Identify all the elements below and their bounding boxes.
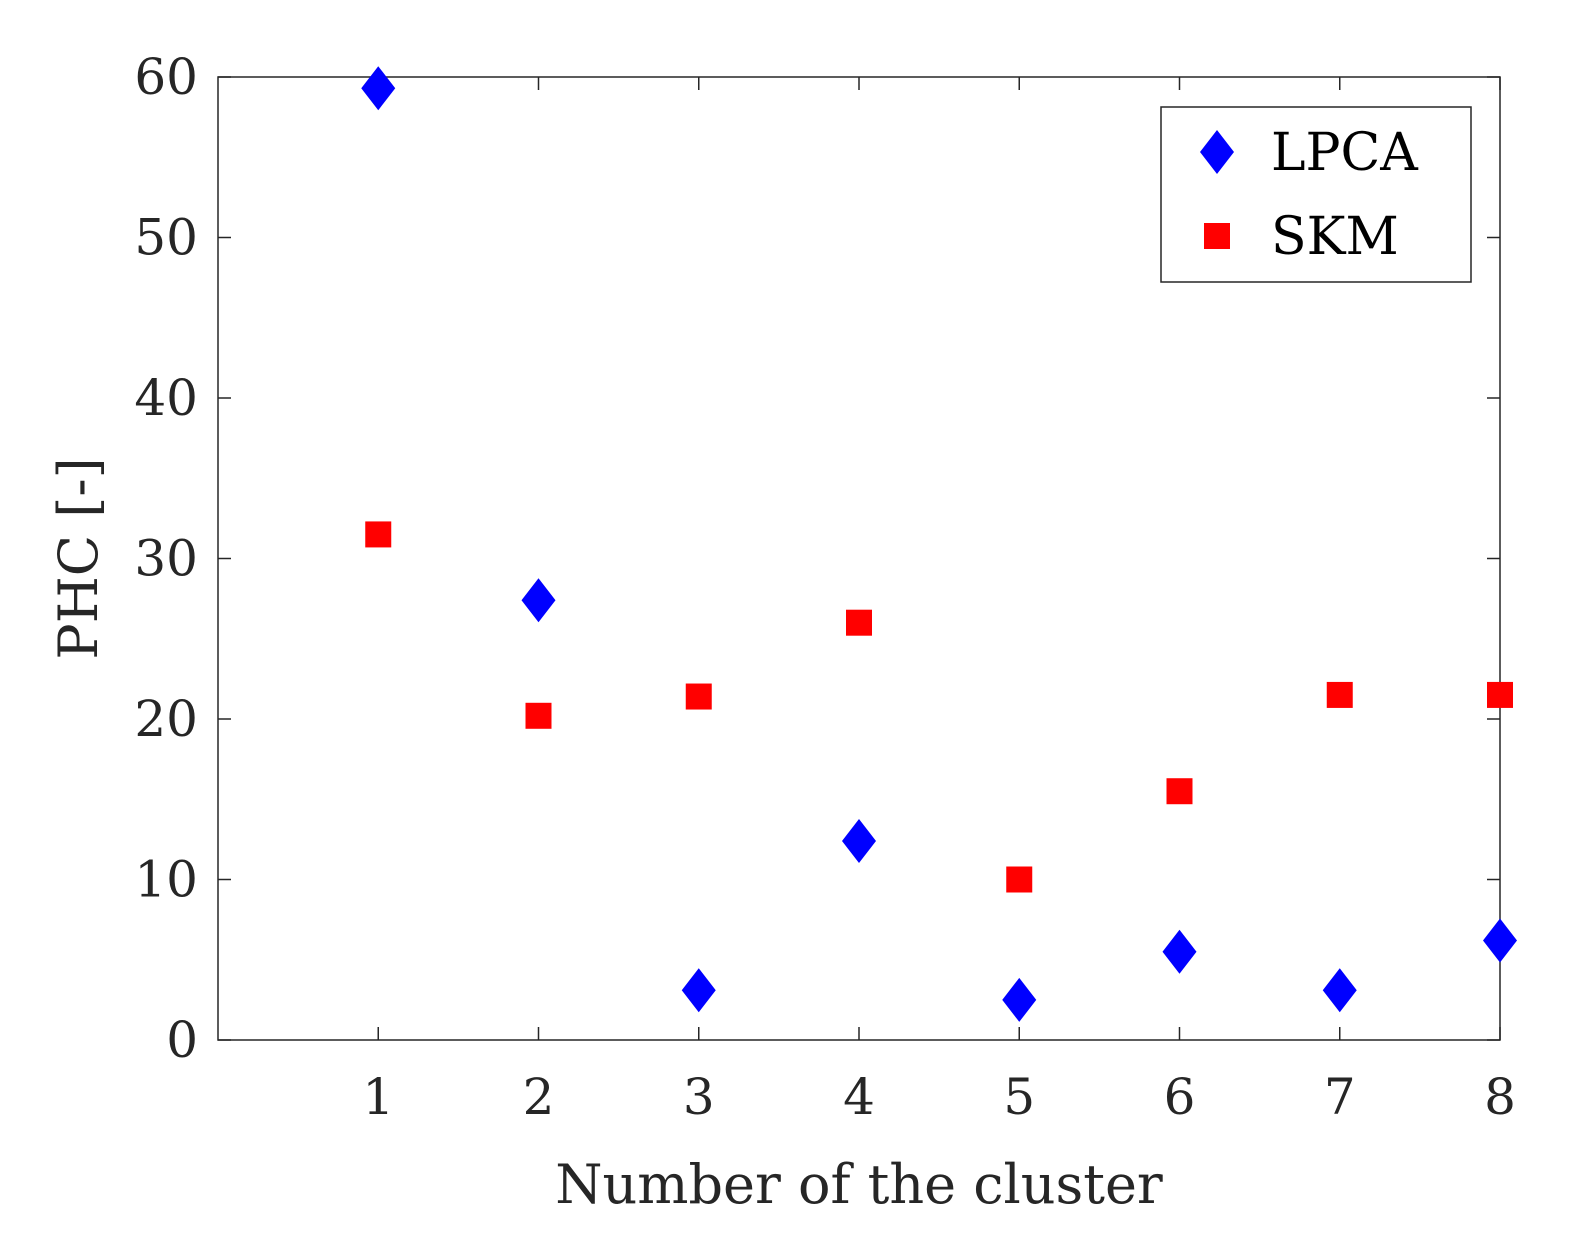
- skm-point: [846, 609, 872, 636]
- skm-point: [1487, 681, 1513, 708]
- x-tick-label: 4: [843, 1068, 875, 1126]
- lpca-point: [361, 66, 396, 111]
- skm-point: [525, 702, 552, 729]
- lpca-point: [1322, 968, 1357, 1013]
- skm-point: [365, 521, 392, 548]
- x-tick-label: 2: [523, 1068, 555, 1126]
- data-markers: [361, 66, 1517, 1022]
- legend-label-skm: SKM: [1271, 207, 1399, 267]
- y-tick-label: 60: [134, 48, 198, 106]
- y-tick-label: 40: [134, 369, 198, 427]
- skm-point: [685, 683, 712, 710]
- x-axis-label: Number of the cluster: [555, 1153, 1163, 1216]
- x-tick-label: 3: [683, 1068, 715, 1126]
- x-tick-label: 7: [1324, 1068, 1356, 1126]
- legend-marker-skm: [1204, 223, 1230, 249]
- lpca-point: [1002, 977, 1037, 1022]
- lpca-point: [521, 578, 556, 623]
- x-tick-label: 6: [1164, 1068, 1196, 1126]
- x-tick-label: 5: [1003, 1068, 1035, 1126]
- y-axis-label: PHC [-]: [47, 457, 110, 659]
- legend: LPCA SKM: [1160, 106, 1472, 283]
- skm-point: [1326, 681, 1353, 708]
- x-tick-label: 1: [362, 1068, 394, 1126]
- y-tick-label: 20: [134, 690, 198, 748]
- y-tick-label: 10: [134, 851, 198, 909]
- lpca-point: [681, 968, 716, 1013]
- skm-point: [1166, 778, 1193, 805]
- lpca-point: [842, 818, 876, 863]
- y-tick-label: 0: [166, 1011, 198, 1069]
- x-axis-ticks: 1 2 3 4 5 6 7 8: [362, 77, 1516, 1126]
- y-tick-label: 30: [134, 530, 198, 588]
- y-tick-label: 50: [134, 209, 198, 267]
- x-tick-label: 8: [1484, 1068, 1516, 1126]
- lpca-point: [1483, 918, 1517, 963]
- legend-marker-lpca: [1200, 130, 1234, 174]
- legend-label-lpca: LPCA: [1271, 123, 1419, 183]
- y-axis-ticks: 0 10 20 30 40 50 60: [134, 48, 1500, 1069]
- skm-point: [1006, 866, 1033, 893]
- lpca-point: [1162, 929, 1197, 974]
